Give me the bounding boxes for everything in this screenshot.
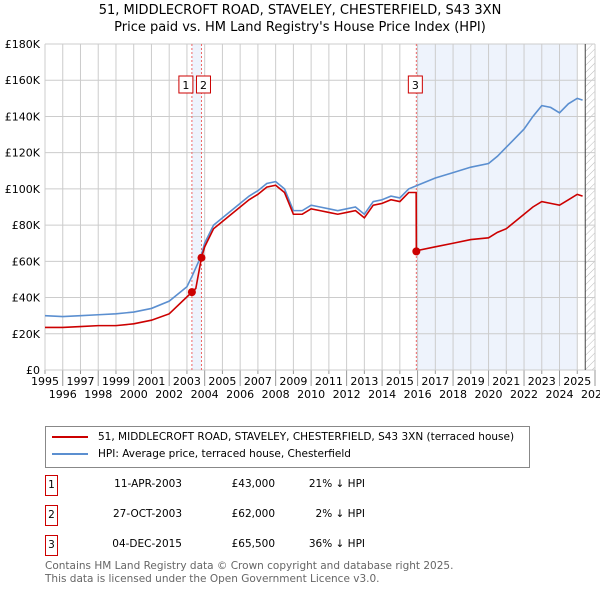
- chart-title: 51, MIDDLECROFT ROAD, STAVELEY, CHESTERF…: [98, 3, 502, 18]
- x-tick-label: 2016: [404, 388, 432, 401]
- sale-marker-box: [178, 75, 194, 94]
- sale-price: £43,000: [231, 478, 275, 490]
- sale-marker-number: 2: [45, 505, 58, 526]
- legend-label: HPI: Average price, terraced house, Ches…: [98, 448, 351, 460]
- sale-date: 27-OCT-2003: [113, 508, 182, 520]
- x-tick-label: 2017: [421, 375, 449, 388]
- x-tick-label: 2013: [350, 375, 378, 388]
- y-tick-label: £140K: [5, 110, 41, 123]
- x-tick-label: 2008: [262, 388, 290, 401]
- x-tick-label: 2003: [173, 375, 201, 388]
- x-tick-label: 2015: [386, 375, 414, 388]
- x-tick-label: 2021: [492, 375, 520, 388]
- x-tick-label: 1996: [49, 388, 77, 401]
- footer-line: Contains HM Land Registry data © Crown c…: [45, 560, 454, 572]
- price-chart: 1995199619971998199920002001200220032004…: [5, 38, 600, 401]
- sale-price: £65,500: [231, 538, 275, 550]
- sale-marker-number: 1: [45, 475, 58, 496]
- sale-point: [412, 247, 421, 256]
- x-tick-label: 2012: [333, 388, 361, 401]
- chart-subtitle: Price paid vs. HM Land Registry's House …: [114, 20, 486, 35]
- sale-price: £62,000: [231, 508, 275, 520]
- legend-item-property: 51, MIDDLECROFT ROAD, STAVELEY, CHESTERF…: [52, 431, 514, 443]
- sale-date: 04-DEC-2015: [112, 538, 182, 550]
- x-tick-label: 2002: [155, 388, 183, 401]
- sale-marker-box: [195, 75, 211, 94]
- x-tick-label: 2010: [297, 388, 325, 401]
- legend-label: 51, MIDDLECROFT ROAD, STAVELEY, CHESTERF…: [98, 431, 515, 443]
- x-tick-label: 2023: [528, 375, 556, 388]
- forecast-hatch: [585, 44, 595, 370]
- x-tick-label: 2022: [510, 388, 538, 401]
- x-tick-label: 2018: [439, 388, 467, 401]
- x-tick-label: 2014: [368, 388, 396, 401]
- x-tick-label: 2011: [315, 375, 343, 388]
- sale-marker-label: 1: [182, 79, 189, 92]
- hpi-line: [44, 97, 583, 318]
- sale-point: [187, 288, 196, 297]
- y-tick-label: £80K: [12, 219, 41, 232]
- footer-line: This data is licensed under the Open Gov…: [45, 573, 380, 585]
- y-tick-label: £160K: [5, 74, 41, 87]
- y-tick-label: £60K: [12, 255, 41, 268]
- sale-date: 11-APR-2003: [114, 478, 182, 490]
- x-tick-label: 2005: [208, 375, 236, 388]
- x-tick-label: 2009: [279, 375, 307, 388]
- y-tick-label: £20K: [12, 328, 41, 341]
- x-tick-label: 1998: [84, 388, 112, 401]
- legend-item-hpi: HPI: Average price, terraced house, Ches…: [52, 448, 351, 460]
- x-tick-label: 2024: [546, 388, 574, 401]
- y-tick-label: £40K: [12, 292, 41, 305]
- x-tick-label: 2019: [457, 375, 485, 388]
- footer: Contains HM Land Registry data © Crown c…: [45, 560, 453, 586]
- sale-marker-number: 3: [45, 535, 58, 556]
- sale-marker-label: 2: [200, 79, 207, 92]
- sale-period-shade: [191, 44, 202, 370]
- y-tick-label: £0: [26, 364, 40, 377]
- y-tick-label: £180K: [5, 38, 41, 51]
- x-tick-label: 2026: [581, 388, 600, 401]
- x-tick-label: 2025: [563, 375, 591, 388]
- y-tick-label: £100K: [5, 183, 41, 196]
- blue-line-swatch: [52, 453, 88, 455]
- hpi-diff: 2% ↓ HPI: [315, 508, 365, 520]
- x-tick-label: 1995: [31, 375, 59, 388]
- red-line-swatch: [52, 436, 88, 438]
- x-tick-label: 1999: [102, 375, 130, 388]
- x-tick-label: 2007: [244, 375, 272, 388]
- sale-point: [197, 253, 206, 262]
- x-tick-label: 2004: [191, 388, 219, 401]
- legend: 51, MIDDLECROFT ROAD, STAVELEY, CHESTERF…: [45, 426, 530, 468]
- y-tick-label: £120K: [5, 147, 41, 160]
- x-tick-label: 2000: [120, 388, 148, 401]
- sale-marker-box: [407, 75, 423, 94]
- sale-marker-label: 3: [412, 79, 419, 92]
- hpi-diff: 21% ↓ HPI: [308, 478, 365, 490]
- sale-period-shade: [416, 44, 578, 370]
- x-tick-label: 2006: [226, 388, 254, 401]
- x-tick-label: 2001: [137, 375, 165, 388]
- x-tick-label: 2020: [475, 388, 503, 401]
- hpi-diff: 36% ↓ HPI: [308, 538, 365, 550]
- x-tick-label: 1997: [66, 375, 94, 388]
